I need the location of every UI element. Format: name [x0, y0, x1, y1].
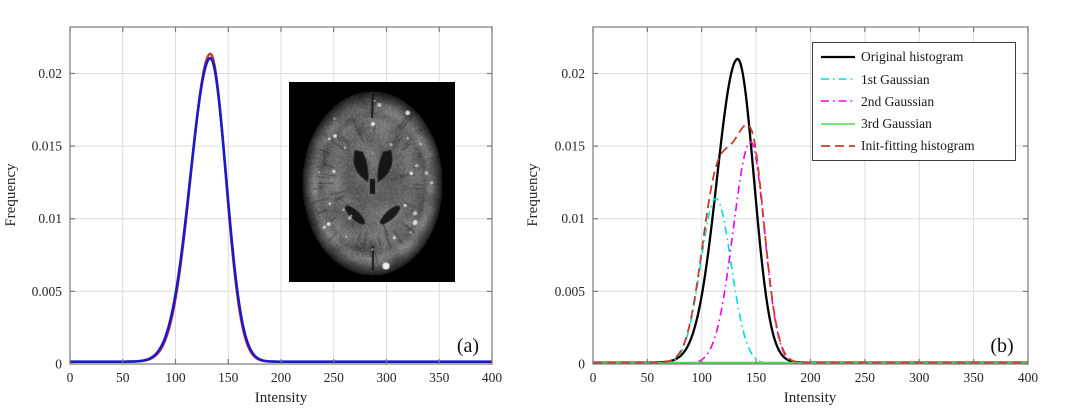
panel-b-plot: 0 50 100 150 200 250 300 350 400 0 0.005 0.01 0.015 0…: [525, 26, 1039, 406]
x-tick-label: 100: [165, 370, 186, 385]
panel-a-corner-label: (a): [457, 335, 479, 357]
x-tick-label: 200: [271, 370, 292, 385]
x-tick-label: 400: [482, 370, 503, 385]
panel-a-xlabel: Intensity: [255, 390, 308, 406]
legend-line-sample-init-fitting-histogram: [821, 144, 855, 147]
legend-label-init-fitting-histogram: Init-fitting histogram: [861, 138, 975, 154]
y-tick-label: 0.01: [561, 211, 585, 226]
x-tick-label: 100: [692, 370, 713, 385]
panel-b-ylabel: Frequency: [525, 163, 541, 227]
y-tick-label: 0.02: [561, 66, 585, 81]
legend-item-2nd-gaussian: 2nd Gaussian: [820, 95, 1009, 109]
x-tick-label: 350: [964, 370, 985, 385]
legend-label-1st-gaussian: 1st Gaussian: [861, 71, 930, 87]
legend-item-original-histogram: Original histogram: [820, 50, 1009, 64]
y-tick-label: 0: [55, 357, 62, 372]
y-tick-label: 0.005: [555, 284, 586, 299]
y-tick-label: 0.015: [32, 139, 63, 154]
x-tick-label: 150: [746, 370, 767, 385]
legend-line-sample-original-histogram: [821, 55, 855, 59]
y-tick-label: 0.02: [38, 66, 62, 81]
brain-mri-inset-image: [289, 82, 455, 282]
x-tick-label: 50: [116, 370, 130, 385]
x-tick-label: 250: [324, 370, 345, 385]
x-tick-label: 400: [1018, 370, 1039, 385]
x-tick-label: 300: [376, 370, 397, 385]
x-tick-label: 0: [67, 370, 74, 385]
x-tick-label: 300: [909, 370, 930, 385]
legend-label-3rd-gaussian: 3rd Gaussian: [861, 115, 932, 131]
legend-line-sample-1st-gaussian: [821, 78, 855, 81]
legend-item-3rd-gaussian: 3rd Gaussian: [820, 117, 1009, 131]
x-tick-label: 0: [590, 370, 597, 385]
x-tick-label: 250: [855, 370, 876, 385]
y-tick-label: 0.005: [32, 284, 63, 299]
legend-line-sample-3rd-gaussian: [821, 122, 855, 125]
y-tick-label: 0.015: [555, 139, 586, 154]
legend-label-2nd-gaussian: 2nd Gaussian: [861, 93, 935, 109]
legend-item-init-fitting-histogram: Init-fitting histogram: [820, 139, 1009, 153]
legend-label-original-histogram: Original histogram: [861, 49, 964, 65]
panel-a-ylabel: Frequency: [3, 163, 19, 227]
x-tick-label: 350: [429, 370, 450, 385]
x-tick-label: 150: [218, 370, 239, 385]
panel-b-xlabel: Intensity: [784, 390, 837, 406]
x-tick-label: 50: [641, 370, 655, 385]
legend-line-sample-2nd-gaussian: [821, 100, 855, 103]
panel-b-corner-label: (b): [990, 335, 1013, 357]
y-tick-label: 0: [578, 357, 585, 372]
legend-item-1st-gaussian: 1st Gaussian: [820, 73, 1009, 87]
legend-box: Original histogram 1st Gaussian 2nd Gaus…: [812, 42, 1016, 161]
y-tick-label: 0.01: [38, 211, 62, 226]
x-tick-label: 200: [800, 370, 821, 385]
